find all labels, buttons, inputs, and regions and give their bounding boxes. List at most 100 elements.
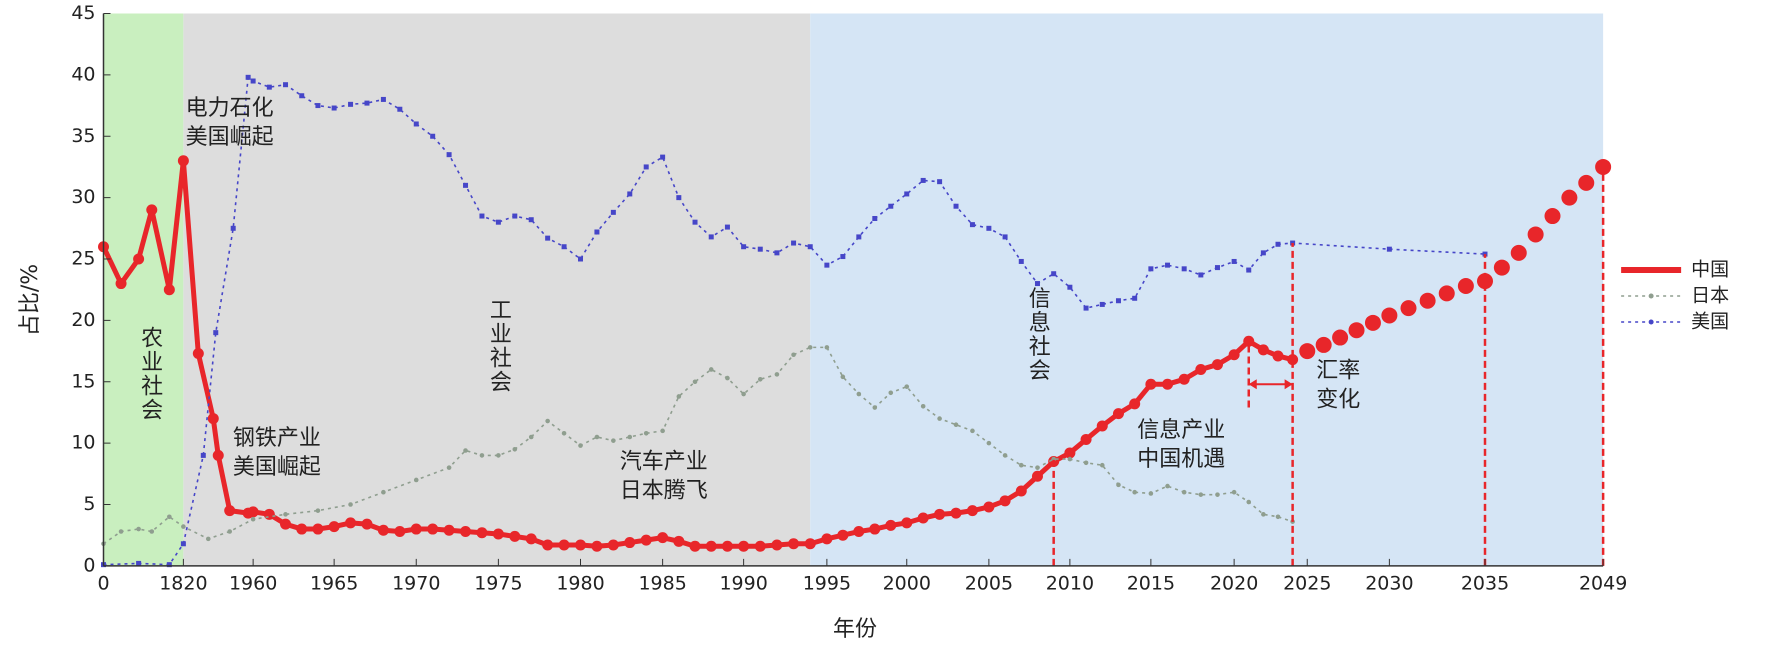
- marker: [394, 526, 406, 538]
- marker: [1214, 265, 1220, 271]
- marker: [230, 225, 236, 231]
- marker: [558, 539, 570, 551]
- marker: [660, 154, 666, 160]
- marker: [380, 96, 386, 102]
- y-tick-label: 40: [71, 63, 95, 85]
- marker: [673, 535, 685, 547]
- marker: [624, 537, 636, 549]
- projection-marker: [1315, 336, 1332, 353]
- marker: [705, 540, 717, 552]
- marker: [1195, 363, 1207, 375]
- annotation: 美国崛起: [186, 125, 274, 150]
- marker: [578, 256, 583, 262]
- marker: [1275, 514, 1281, 520]
- legend-label: 美国: [1691, 311, 1729, 333]
- marker: [167, 514, 172, 520]
- marker: [283, 82, 289, 88]
- marker: [1067, 456, 1073, 462]
- marker: [224, 505, 236, 517]
- marker: [1035, 465, 1040, 470]
- marker: [807, 244, 813, 250]
- marker: [741, 391, 746, 397]
- marker: [920, 177, 926, 183]
- marker: [163, 284, 175, 296]
- x-tick-label: 1980: [556, 572, 604, 594]
- projection-marker: [1381, 307, 1398, 324]
- y-tick-label: 10: [71, 432, 95, 454]
- y-axis-title: 占比/%: [18, 264, 43, 336]
- marker: [791, 240, 797, 246]
- legend-label: 中国: [1691, 259, 1729, 281]
- marker: [136, 560, 142, 566]
- marker: [1018, 258, 1024, 264]
- y-tick-label: 15: [71, 370, 95, 392]
- projection-marker: [1578, 174, 1595, 191]
- marker: [937, 416, 942, 421]
- region-label: 信息社会: [1025, 287, 1051, 383]
- marker: [1181, 489, 1187, 495]
- marker: [1031, 470, 1043, 482]
- marker: [1116, 482, 1121, 488]
- marker: [460, 526, 472, 538]
- marker: [397, 106, 403, 112]
- projection-marker: [1544, 208, 1561, 225]
- marker: [413, 121, 419, 127]
- marker: [1115, 298, 1121, 304]
- projection-marker: [1510, 244, 1527, 261]
- marker: [1211, 359, 1223, 371]
- marker: [970, 428, 975, 434]
- marker: [788, 538, 800, 550]
- marker: [1275, 241, 1281, 247]
- legend-label: 日本: [1691, 285, 1729, 307]
- marker: [840, 254, 846, 260]
- marker: [824, 262, 830, 268]
- projection-marker: [1348, 322, 1365, 339]
- marker: [983, 501, 995, 513]
- x-tick-label: 2030: [1365, 572, 1413, 594]
- marker: [328, 521, 340, 533]
- marker: [446, 152, 452, 158]
- marker: [561, 431, 567, 436]
- marker: [463, 182, 469, 188]
- marker: [118, 529, 124, 534]
- marker: [545, 235, 551, 241]
- projection-marker: [1299, 343, 1316, 360]
- marker: [904, 191, 910, 197]
- marker: [212, 449, 224, 461]
- marker: [1099, 462, 1105, 468]
- marker: [917, 512, 929, 524]
- marker: [512, 446, 518, 452]
- region: [183, 13, 811, 566]
- marker: [495, 219, 501, 225]
- marker: [920, 404, 926, 409]
- legend-marker: [1648, 293, 1654, 299]
- y-tick-label: 25: [71, 248, 95, 270]
- marker: [1287, 354, 1299, 366]
- marker: [986, 225, 992, 231]
- annotation: 变化: [1316, 387, 1360, 412]
- y-tick-label: 5: [83, 493, 95, 515]
- marker: [250, 516, 256, 522]
- marker: [1198, 272, 1204, 278]
- marker: [528, 434, 534, 440]
- marker: [1178, 373, 1190, 385]
- marker: [1231, 489, 1237, 495]
- annotation: 钢铁产业: [233, 426, 321, 451]
- marker: [331, 105, 337, 111]
- projection-marker: [1400, 300, 1417, 317]
- marker: [377, 524, 389, 536]
- marker: [1099, 301, 1105, 307]
- marker: [575, 539, 586, 551]
- marker: [937, 179, 943, 185]
- marker: [1261, 512, 1266, 517]
- x-tick-label: 2005: [965, 572, 1013, 594]
- marker: [1246, 267, 1252, 273]
- marker: [692, 219, 698, 225]
- x-tick-label: 1960: [229, 572, 277, 594]
- marker: [542, 539, 554, 551]
- marker: [643, 164, 649, 170]
- marker: [853, 526, 865, 538]
- marker: [512, 213, 518, 219]
- marker: [591, 540, 603, 552]
- marker: [205, 536, 211, 542]
